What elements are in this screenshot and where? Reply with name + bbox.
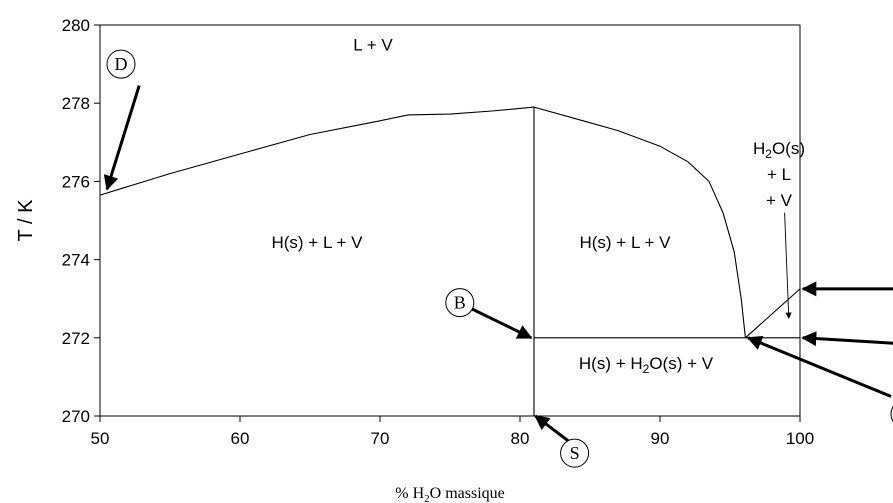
marker-circle-D — [106, 49, 136, 79]
marker-circle-B — [445, 288, 475, 318]
marker-label-D: D — [115, 54, 128, 74]
phase-boundaries — [99, 106, 801, 416]
y-tick-label: 278 — [62, 94, 90, 113]
region-label-h2olv: + L — [767, 165, 791, 184]
marker-B: B — [445, 288, 533, 340]
y-axis-label: T / K — [15, 199, 37, 242]
x-tick-label: 90 — [651, 429, 670, 448]
x-tick-label: 60 — [231, 429, 250, 448]
region-label-lv: L + V — [353, 35, 393, 54]
region-label-hlv_right: H(s) + L + V — [579, 233, 671, 252]
marker-D: D — [103, 49, 141, 191]
region-label-hlv_left: H(s) + L + V — [271, 233, 363, 252]
curve-ice_line — [745, 288, 801, 339]
y-tick-label: 272 — [62, 329, 90, 348]
y-tick-label: 276 — [62, 172, 90, 191]
region-labels: L + V H(s) + L + V H(s) + L + V H(s) + H2O(… — [271, 35, 805, 376]
marker-E: E — [746, 335, 893, 423]
region-pointer-arrow — [784, 212, 792, 319]
region-label-h2olv: + V — [766, 191, 793, 210]
marker-label-S: S — [570, 443, 580, 463]
marker-arrow-S — [534, 414, 570, 443]
marker-arrow-D — [103, 85, 141, 191]
y-tick-label: 280 — [62, 16, 90, 35]
marker-A: A — [801, 281, 893, 297]
marker-circle-S — [560, 438, 590, 468]
marker-arrow-E — [746, 335, 892, 398]
x-tick-label: 100 — [786, 429, 814, 448]
marker-label-B: B — [454, 293, 466, 313]
y-tick-label: 274 — [62, 251, 90, 270]
marker-S: S — [534, 414, 590, 468]
point-markers: D B S A CE — [103, 49, 893, 468]
region-label-h2olv: H2O(s) — [753, 139, 805, 161]
marker-arrow-C — [801, 331, 893, 347]
x-tick-label: 50 — [91, 429, 110, 448]
marker-arrow-B — [470, 307, 533, 340]
plot-frame — [99, 24, 801, 417]
region-label-hh2ov: H(s) + H2O(s) + V — [579, 354, 714, 376]
curve-liquidus_right — [533, 106, 746, 338]
y-tick-label: 270 — [62, 407, 90, 426]
axes: 50 60 70 80 90 100 270 272 274 276 278 280 T / K % H2… — [15, 16, 814, 503]
x-tick-label: 80 — [511, 429, 530, 448]
x-tick-label: 70 — [371, 429, 390, 448]
curve-liquidus_left — [99, 106, 535, 196]
x-axis-label: % H2O massique — [395, 485, 505, 503]
marker-C: C — [801, 331, 893, 347]
